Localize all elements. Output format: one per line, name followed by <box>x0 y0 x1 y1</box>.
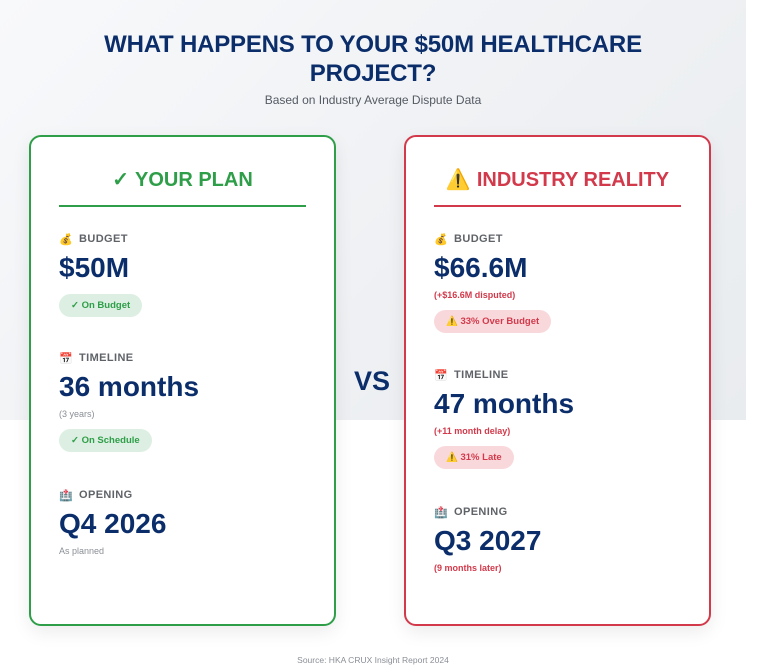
industry-reality-title: INDUSTRY REALITY <box>476 169 670 191</box>
reality-opening-note: (9 months later) <box>434 563 502 573</box>
check-icon: ✓ <box>112 169 129 191</box>
your-plan-card: ✓ YOUR PLAN 💰 BUDGET $50M ✓ On Budget 📅 T… <box>29 135 336 626</box>
reality-budget-note: (+$16.6M disputed) <box>434 290 516 300</box>
plan-timeline-label: 📅 TIMELINE <box>59 351 314 365</box>
industry-reality-header: ⚠️ INDUSTRY REALITY <box>434 167 681 207</box>
reality-opening-section: 🏥 OPENING Q3 2027 (9 months later) <box>434 505 689 573</box>
reality-timeline-label: 📅 TIMELINE <box>434 368 689 382</box>
reality-opening-label: 🏥 OPENING <box>434 505 689 519</box>
reality-opening-value: Q3 2027 <box>434 525 542 556</box>
calendar-icon: 📅 <box>59 352 74 365</box>
your-plan-title: YOUR PLAN <box>134 169 253 191</box>
page-title: WHAT HAPPENS TO YOUR $50M HEALTHCARE PRO… <box>0 30 746 88</box>
plan-timeline-section: 📅 TIMELINE 36 months (3 years) ✓ On Sche… <box>59 351 314 452</box>
industry-reality-card: ⚠️ INDUSTRY REALITY 💰 BUDGET $66.6M (+$16… <box>404 135 711 626</box>
reality-timeline-note: (+11 month delay) <box>434 426 511 436</box>
warning-icon: ⚠️ <box>446 452 458 463</box>
hospital-icon: 🏥 <box>434 506 449 519</box>
plan-timeline-value: 36 months <box>59 371 200 402</box>
plan-opening-note: As planned <box>59 546 105 556</box>
your-plan-header: ✓ YOUR PLAN <box>59 167 306 207</box>
warning-icon: ⚠️ <box>445 169 471 191</box>
reality-budget-value: $66.6M <box>434 252 528 283</box>
reality-timeline-section: 📅 TIMELINE 47 months (+11 month delay) ⚠… <box>434 368 689 469</box>
plan-budget-label: 💰 BUDGET <box>59 232 314 246</box>
reality-timeline-value: 47 months <box>434 388 575 419</box>
source-citation: Source: HKA CRUX Insight Report 2024 <box>297 655 449 665</box>
reality-budget-section: 💰 BUDGET $66.6M (+$16.6M disputed) ⚠️ 33… <box>434 232 689 333</box>
warning-icon: ⚠️ <box>446 316 458 327</box>
page-title-line-1: WHAT HAPPENS TO YOUR $50M HEALTHCARE <box>104 31 642 58</box>
page-subtitle: Based on Industry Average Dispute Data <box>264 93 482 107</box>
on-schedule-badge: ✓ On Schedule <box>59 429 152 452</box>
plan-opening-label: 🏥 OPENING <box>59 488 314 502</box>
calendar-icon: 📅 <box>434 369 449 382</box>
reality-timeline-label-text: TIMELINE <box>454 369 509 381</box>
reality-budget-label-text: BUDGET <box>454 233 503 245</box>
plan-budget-value: $50M <box>59 252 130 283</box>
money-bag-icon: 💰 <box>59 233 74 246</box>
reality-opening-label-text: OPENING <box>454 506 508 518</box>
late-badge: ⚠️ 31% Late <box>434 446 514 469</box>
hospital-icon: 🏥 <box>59 489 74 502</box>
page-title-line-2: PROJECT? <box>309 60 437 87</box>
reality-budget-label: 💰 BUDGET <box>434 232 689 246</box>
plan-timeline-label-text: TIMELINE <box>79 352 134 364</box>
plan-opening-value: Q4 2026 <box>59 508 167 539</box>
plan-opening-label-text: OPENING <box>79 489 133 501</box>
over-budget-text: 33% Over Budget <box>460 316 540 327</box>
plan-budget-label-text: BUDGET <box>79 233 128 245</box>
over-budget-badge: ⚠️ 33% Over Budget <box>434 310 552 333</box>
vs-label: VS <box>353 366 391 396</box>
late-text: 31% Late <box>460 452 502 463</box>
plan-opening-section: 🏥 OPENING Q4 2026 As planned <box>59 488 314 556</box>
money-bag-icon: 💰 <box>434 233 449 246</box>
plan-timeline-note: (3 years) <box>59 409 95 419</box>
plan-budget-section: 💰 BUDGET $50M ✓ On Budget <box>59 232 314 317</box>
on-budget-badge: ✓ On Budget <box>59 294 143 317</box>
